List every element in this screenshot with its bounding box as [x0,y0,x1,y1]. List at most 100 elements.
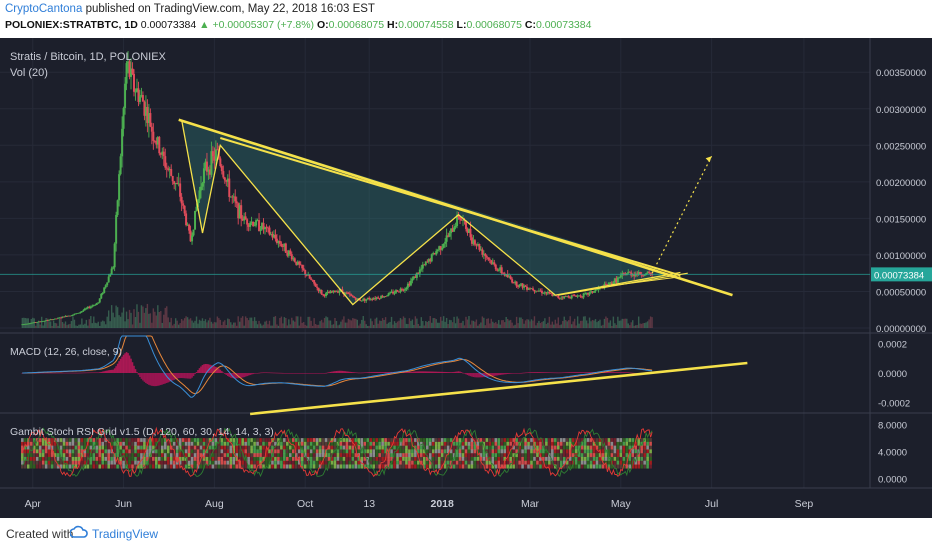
volume-bar [291,317,293,328]
candle-body [283,243,286,247]
macd-histogram-bar [575,372,577,373]
stoch-cell [80,441,84,446]
candle-body [262,222,265,230]
chart-svg[interactable]: 0.00073384 0.00020.0000-0.00028.00004.00… [0,38,932,518]
volume-bar [301,322,303,328]
stoch-cell [467,438,471,443]
stoch-cell [428,449,432,454]
volume-bar [43,321,46,328]
stoch-cell [634,460,638,465]
stoch-cell [354,464,358,469]
author-link[interactable]: CryptoCantona [5,3,83,15]
stoch-cell [74,438,78,443]
stoch-cell [268,445,271,450]
candle-body [36,321,39,323]
stoch-cell [548,441,551,446]
macd-histogram-bar [573,372,576,373]
macd-histogram-bar [295,373,298,374]
candle-body [578,295,581,297]
volume-bar [100,321,102,328]
macd-histogram-bar [475,373,478,378]
stoch-cell [125,460,128,465]
volume-bar [213,322,216,328]
macd-histogram-bar [368,372,371,373]
candle-body [34,322,37,323]
stoch-cell [277,464,280,469]
macd-histogram-bar [556,372,558,374]
stoch-cell [551,449,554,454]
stoch-cell [342,460,346,465]
candle-body [426,261,429,263]
volume-bar [230,322,232,328]
stoch-cell [178,460,182,465]
stoch-cell [137,449,140,454]
stoch-cell [431,449,435,454]
stoch-cell [351,438,355,443]
volume-bar [113,317,116,328]
macd-histogram-bar [474,373,476,378]
stoch-cell [101,460,105,465]
stoch-cell [223,445,227,450]
stoch-cell [348,441,352,446]
stoch-cell [414,449,417,454]
volume-bar [158,311,160,328]
tradingview-cloud-icon[interactable] [69,525,88,542]
macd-histogram-bar [605,372,607,373]
stoch-title: Gambit Stoch RSI Grid v1.5 (D, 120, 60, … [10,426,274,438]
volume-bar [188,319,190,328]
stoch-cell [50,438,54,443]
candle-body [607,282,610,286]
stoch-cell [530,460,533,465]
candle-body [113,243,116,268]
volume-bar [173,323,175,328]
volume-bar [110,305,113,328]
stoch-cell [220,449,224,454]
stoch-cell [628,453,632,458]
stoch-cell [324,441,328,446]
stoch-cell [607,438,611,443]
stoch-cell [274,438,277,443]
volume-title: Vol (20) [10,67,48,79]
stoch-cell [166,460,170,465]
stoch-cell [59,449,63,454]
chart-area[interactable]: 0.00073384 0.0002 0.0000 -0.0002 8.0000 4.00… [0,38,932,518]
stoch-cell [172,464,176,469]
stoch-cell [169,438,173,443]
stoch-cell [247,438,250,443]
candle-body [138,96,141,102]
stoch-cell [521,456,524,462]
macd-histogram-bar [585,372,588,373]
stoch-cell [408,438,411,443]
volume-bar [337,325,339,328]
stoch-cell [363,445,367,450]
stoch-cell [309,445,313,450]
stoch-cell [286,456,289,462]
candle-body [438,246,441,250]
stoch-cell [369,460,373,465]
volume-bar [618,320,621,328]
stoch-cell [524,460,527,465]
macd-histogram-bar [633,372,636,374]
volume-bar [185,316,187,328]
stoch-cell [268,456,271,462]
macd-histogram-bar [450,372,452,373]
stoch-cell [324,456,328,462]
stoch-cell [390,453,393,458]
tradingview-link[interactable]: TradingView [92,527,159,541]
volume-bar [45,317,47,328]
stoch-cell [559,460,563,465]
stoch-cell [530,445,533,450]
macd-histogram-bar [85,372,88,374]
stoch-cell [643,464,646,469]
stoch-cell [140,438,143,443]
volume-bar [390,316,393,328]
stoch-cell [131,460,134,465]
stoch-cell [184,438,188,443]
candle-body [560,297,563,299]
macd-histogram-bar [113,368,116,373]
macd-histogram-bar [225,373,228,375]
volume-bar [352,318,354,328]
stoch-cell [455,438,459,443]
stoch-cell [21,464,24,469]
stoch-cell [220,438,224,443]
